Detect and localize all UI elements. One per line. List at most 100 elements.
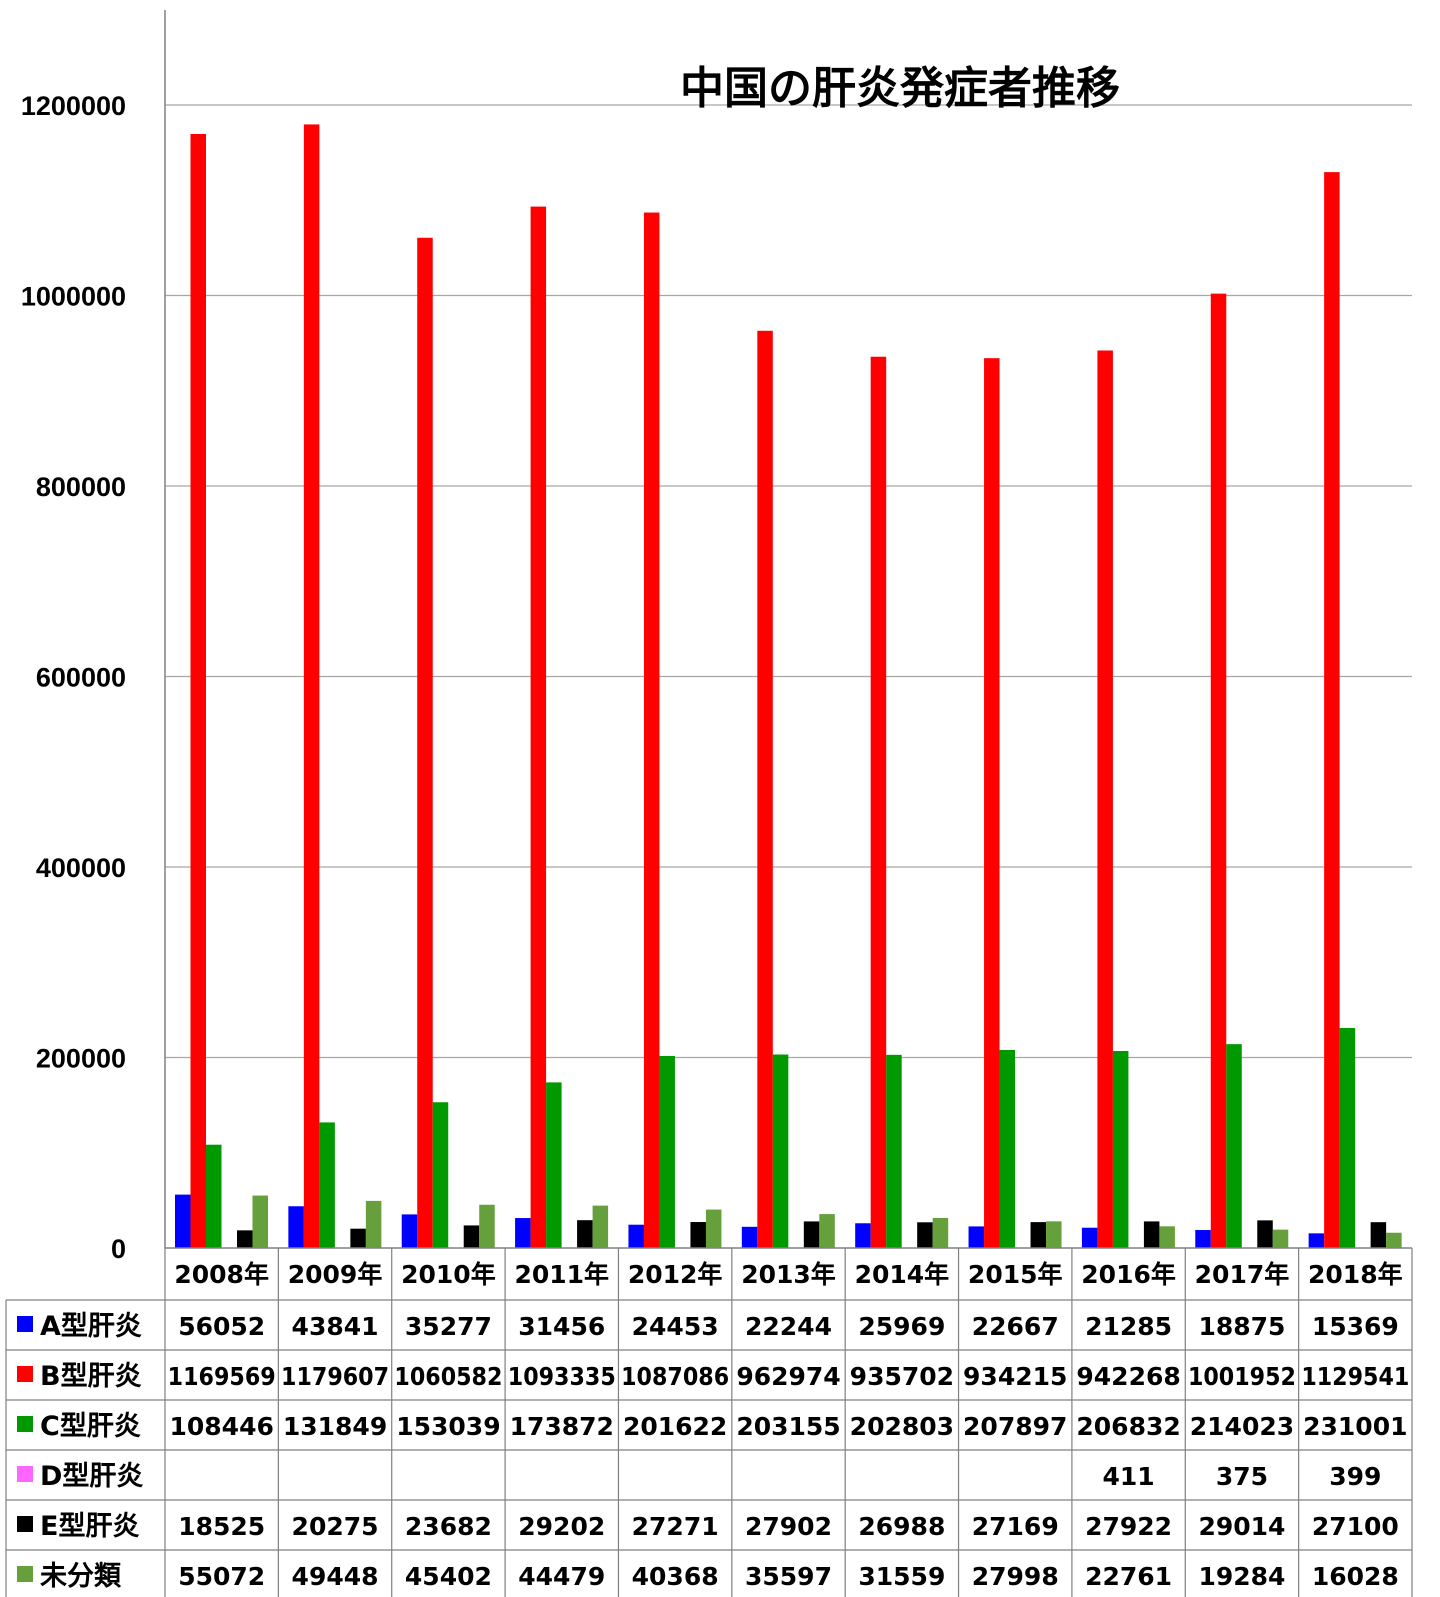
chart-title: 中国の肝炎発症者推移 [680,63,1120,114]
legend-swatch [17,1466,33,1482]
data-label: 108446 [169,1412,273,1441]
bar-3-2011年 [546,1082,562,1248]
x-tick-label: 2014年 [855,1260,950,1289]
data-label: 942268 [1076,1362,1180,1391]
bar-1-2015年 [968,1226,985,1248]
bar-6-2014年 [932,1217,949,1248]
data-label: 43841 [292,1312,379,1341]
data-table: 2008年 2009年 2010年 2011年 2012年 2013年 2014年 2015年… [5,1247,1413,1597]
data-label: 1129541 [1301,1362,1409,1391]
data-label: 21285 [1085,1312,1172,1341]
data-label: 207897 [963,1412,1067,1441]
data-label: 153039 [396,1412,500,1441]
data-label: 23682 [405,1512,492,1541]
bar-6-2017年 [1272,1229,1289,1248]
bar-3-2012年 [659,1055,675,1248]
data-label: 25969 [858,1312,945,1341]
bar-1-2014年 [855,1223,871,1248]
x-tick-label: 2012年 [628,1260,723,1289]
bar-5-2018年 [1370,1222,1387,1248]
y-tick-labels: 0 200000 400000 600000 800000 1000000 1200000 [21,91,126,1264]
data-label: 45402 [405,1562,492,1591]
bar-3-2018年 [1339,1027,1356,1248]
data-label: 27100 [1312,1512,1399,1541]
bar-2-2012年 [643,212,660,1249]
bar-2-2015年 [984,358,1000,1248]
data-label: 22667 [972,1312,1059,1341]
bar-2-2009年 [303,124,320,1249]
bar-1-2011年 [515,1218,531,1248]
data-label: 935702 [850,1362,954,1391]
data-label: 173872 [510,1412,614,1441]
data-label: 231001 [1303,1412,1407,1441]
bar-1-2008年 [175,1194,191,1248]
bar-5-2011年 [577,1220,593,1248]
bar-2-2011年 [530,206,547,1249]
legend-entry: E型肝炎 [40,1511,139,1542]
data-label: 1169569 [168,1362,276,1391]
bar-2-2010年 [417,237,433,1248]
data-label: 35597 [745,1562,832,1591]
bar-1-2016年 [1081,1227,1098,1248]
data-label: 934215 [963,1362,1067,1391]
bar-2-2008年 [190,133,206,1248]
bar-3-2009年 [319,1122,335,1248]
data-label: 1179607 [281,1362,389,1391]
data-label: 56052 [178,1312,265,1341]
bar-2-2016年 [1097,350,1113,1248]
bar-1-2009年 [288,1206,304,1248]
data-label: 1093335 [508,1362,616,1391]
data-label: 1060582 [394,1362,502,1391]
data-label: 22244 [745,1312,832,1341]
data-label: 27271 [632,1512,719,1541]
legend-entry: 未分類 [40,1561,122,1592]
bar-3-2013年 [772,1054,789,1248]
x-tick-label: 2016年 [1081,1260,1176,1289]
data-label: 399 [1329,1462,1381,1491]
data-label: 29014 [1198,1512,1285,1541]
legend-entry: A型肝炎 [40,1311,142,1342]
x-tick-label: 2017年 [1195,1260,1290,1289]
bars [175,124,1402,1249]
data-label: 55072 [178,1562,265,1591]
bar-2-2018年 [1324,172,1340,1249]
data-label: 44479 [518,1562,605,1591]
data-label: 202803 [850,1412,954,1441]
bar-3-2010年 [432,1102,449,1248]
bar-1-2013年 [741,1226,758,1248]
data-label: 1087086 [621,1362,729,1391]
legend-entry: D型肝炎 [40,1461,143,1492]
y-tick-label: 1200000 [21,91,126,121]
data-label: 24453 [632,1312,719,1341]
bar-1-2017年 [1195,1230,1211,1248]
bar-5-2012年 [690,1222,706,1248]
legend-swatch [17,1566,33,1582]
data-label: 214023 [1190,1412,1294,1441]
data-label: 31559 [858,1562,945,1591]
bar-6-2015年 [1046,1221,1062,1248]
bar-3-2014年 [886,1054,902,1248]
bar-5-2014年 [917,1222,933,1248]
bar-6-2018年 [1386,1232,1402,1248]
bar-5-2015年 [1030,1222,1047,1248]
legend-swatch [17,1516,33,1532]
x-tick-label: 2010年 [401,1260,496,1289]
bar-6-2012年 [705,1209,722,1248]
bar-3-2016年 [1112,1050,1129,1248]
bar-2-2014年 [870,356,887,1248]
data-label: 15369 [1312,1312,1399,1341]
data-label: 35277 [405,1312,492,1341]
data-label: 206832 [1076,1412,1180,1441]
bar-6-2010年 [479,1204,495,1248]
data-label: 411 [1102,1462,1154,1491]
bar-2-2013年 [757,330,773,1248]
y-tick-label: 1000000 [21,282,126,312]
bar-5-2016年 [1143,1221,1160,1248]
data-label: 16028 [1312,1562,1399,1591]
data-label: 40368 [632,1562,719,1591]
legend-swatch [17,1416,33,1432]
data-label: 19284 [1198,1562,1285,1591]
data-label: 31456 [518,1312,605,1341]
y-tick-label: 600000 [36,663,126,693]
